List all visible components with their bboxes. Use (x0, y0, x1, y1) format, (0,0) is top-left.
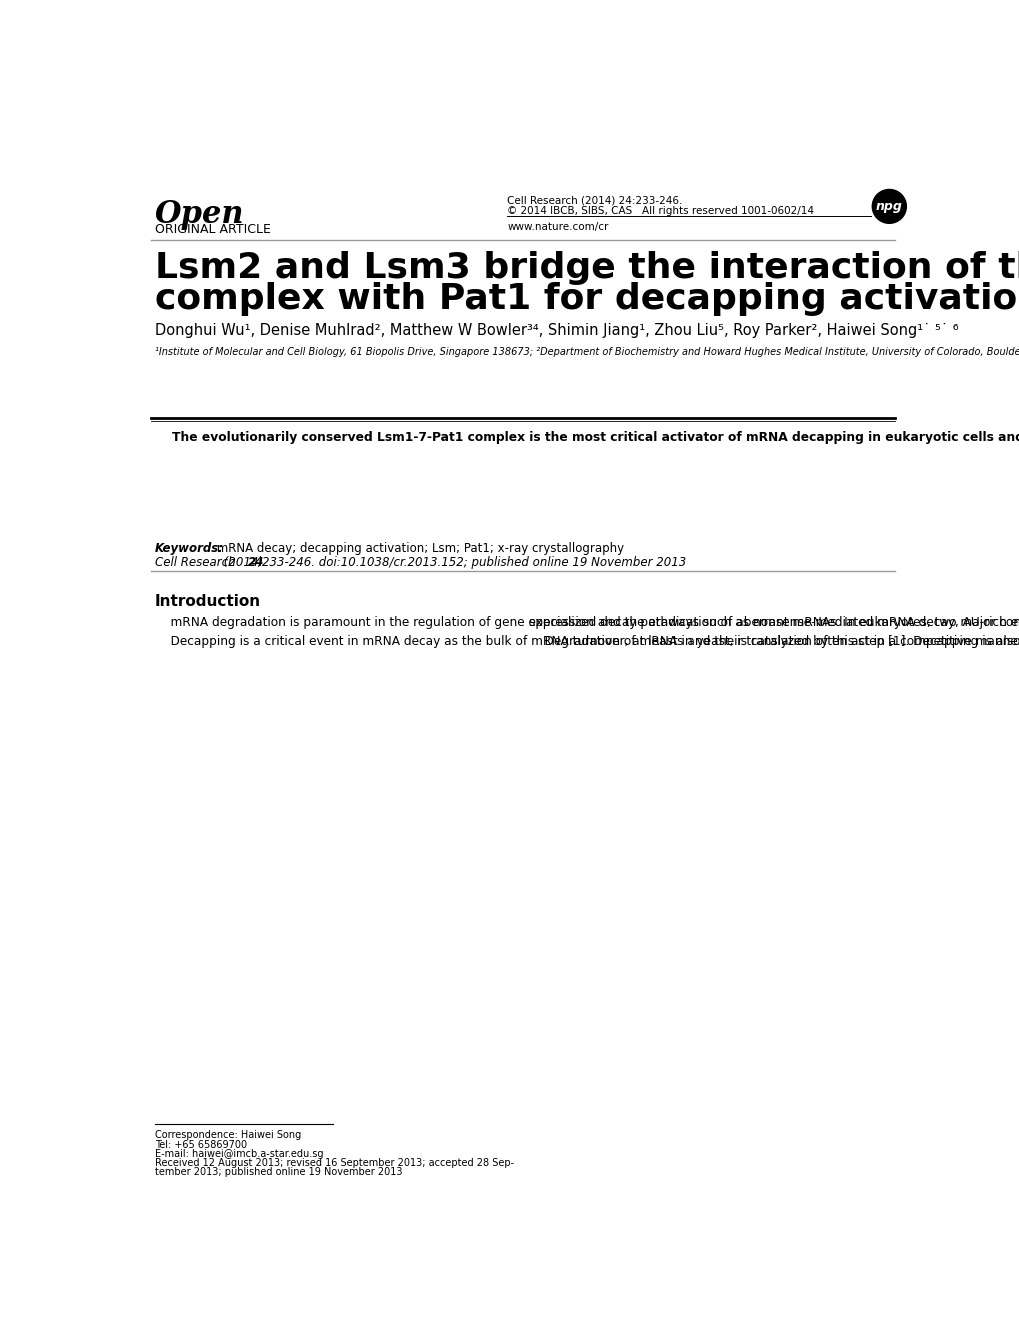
Text: complex with Pat1 for decapping activation: complex with Pat1 for decapping activati… (155, 282, 1019, 316)
Text: Lsm2 and Lsm3 bridge the interaction of the Lsm1-7: Lsm2 and Lsm3 bridge the interaction of … (155, 251, 1019, 286)
Text: Correspondence: Haiwei Song: Correspondence: Haiwei Song (155, 1131, 301, 1140)
Text: Keywords:: Keywords: (155, 542, 223, 555)
Text: Cell Research (2014) 24:233-246.: Cell Research (2014) 24:233-246. (506, 196, 682, 206)
Text: Cell Research: Cell Research (155, 555, 235, 569)
Text: Received 12 August 2013; revised 16 September 2013; accepted 28 Sep-: Received 12 August 2013; revised 16 Sept… (155, 1159, 514, 1168)
Text: E-mail: haiwei@imcb.a-star.edu.sg: E-mail: haiwei@imcb.a-star.edu.sg (155, 1149, 323, 1159)
Text: ¹Institute of Molecular and Cell Biology, 61 Biopolis Drive, Singapore 138673; ²: ¹Institute of Molecular and Cell Biology… (155, 347, 1019, 358)
Text: 24: 24 (248, 555, 264, 569)
Text: Donghui Wu¹, Denise Muhlrad², Matthew W Bowler³⁴, Shimin Jiang¹, Zhou Liu⁵, Roy : Donghui Wu¹, Denise Muhlrad², Matthew W … (155, 323, 957, 339)
Text: (2014): (2014) (219, 555, 266, 569)
Text: © 2014 IBCB, SIBS, CAS   All rights reserved 1001-0602/14: © 2014 IBCB, SIBS, CAS All rights reserv… (506, 207, 813, 216)
Text: :233-246. doi:10.1038/cr.2013.152; published online 19 November 2013: :233-246. doi:10.1038/cr.2013.152; publi… (258, 555, 686, 569)
Text: Open: Open (155, 199, 244, 230)
Text: specialized decay pathways such as nonsense-mediated mRNA decay, AU-rich element: specialized decay pathways such as nonse… (529, 615, 1019, 647)
Text: mRNA decay; decapping activation; Lsm; Pat1; x-ray crystallography: mRNA decay; decapping activation; Lsm; P… (213, 542, 624, 555)
Text: npg: npg (875, 200, 902, 212)
Text: The evolutionarily conserved Lsm1-7-Pat1 complex is the most critical activator : The evolutionarily conserved Lsm1-7-Pat1… (155, 431, 1019, 445)
Circle shape (871, 190, 906, 223)
Text: www.nature.com/cr: www.nature.com/cr (506, 222, 608, 232)
Text: mRNA degradation is paramount in the regulation of gene expression and the eradi: mRNA degradation is paramount in the reg… (155, 615, 1019, 647)
Text: Introduction: Introduction (155, 594, 261, 609)
Text: Tel: +65 65869700: Tel: +65 65869700 (155, 1140, 247, 1149)
Text: ORIGINAL ARTICLE: ORIGINAL ARTICLE (155, 223, 270, 236)
Text: tember 2013; published online 19 November 2013: tember 2013; published online 19 Novembe… (155, 1167, 401, 1177)
